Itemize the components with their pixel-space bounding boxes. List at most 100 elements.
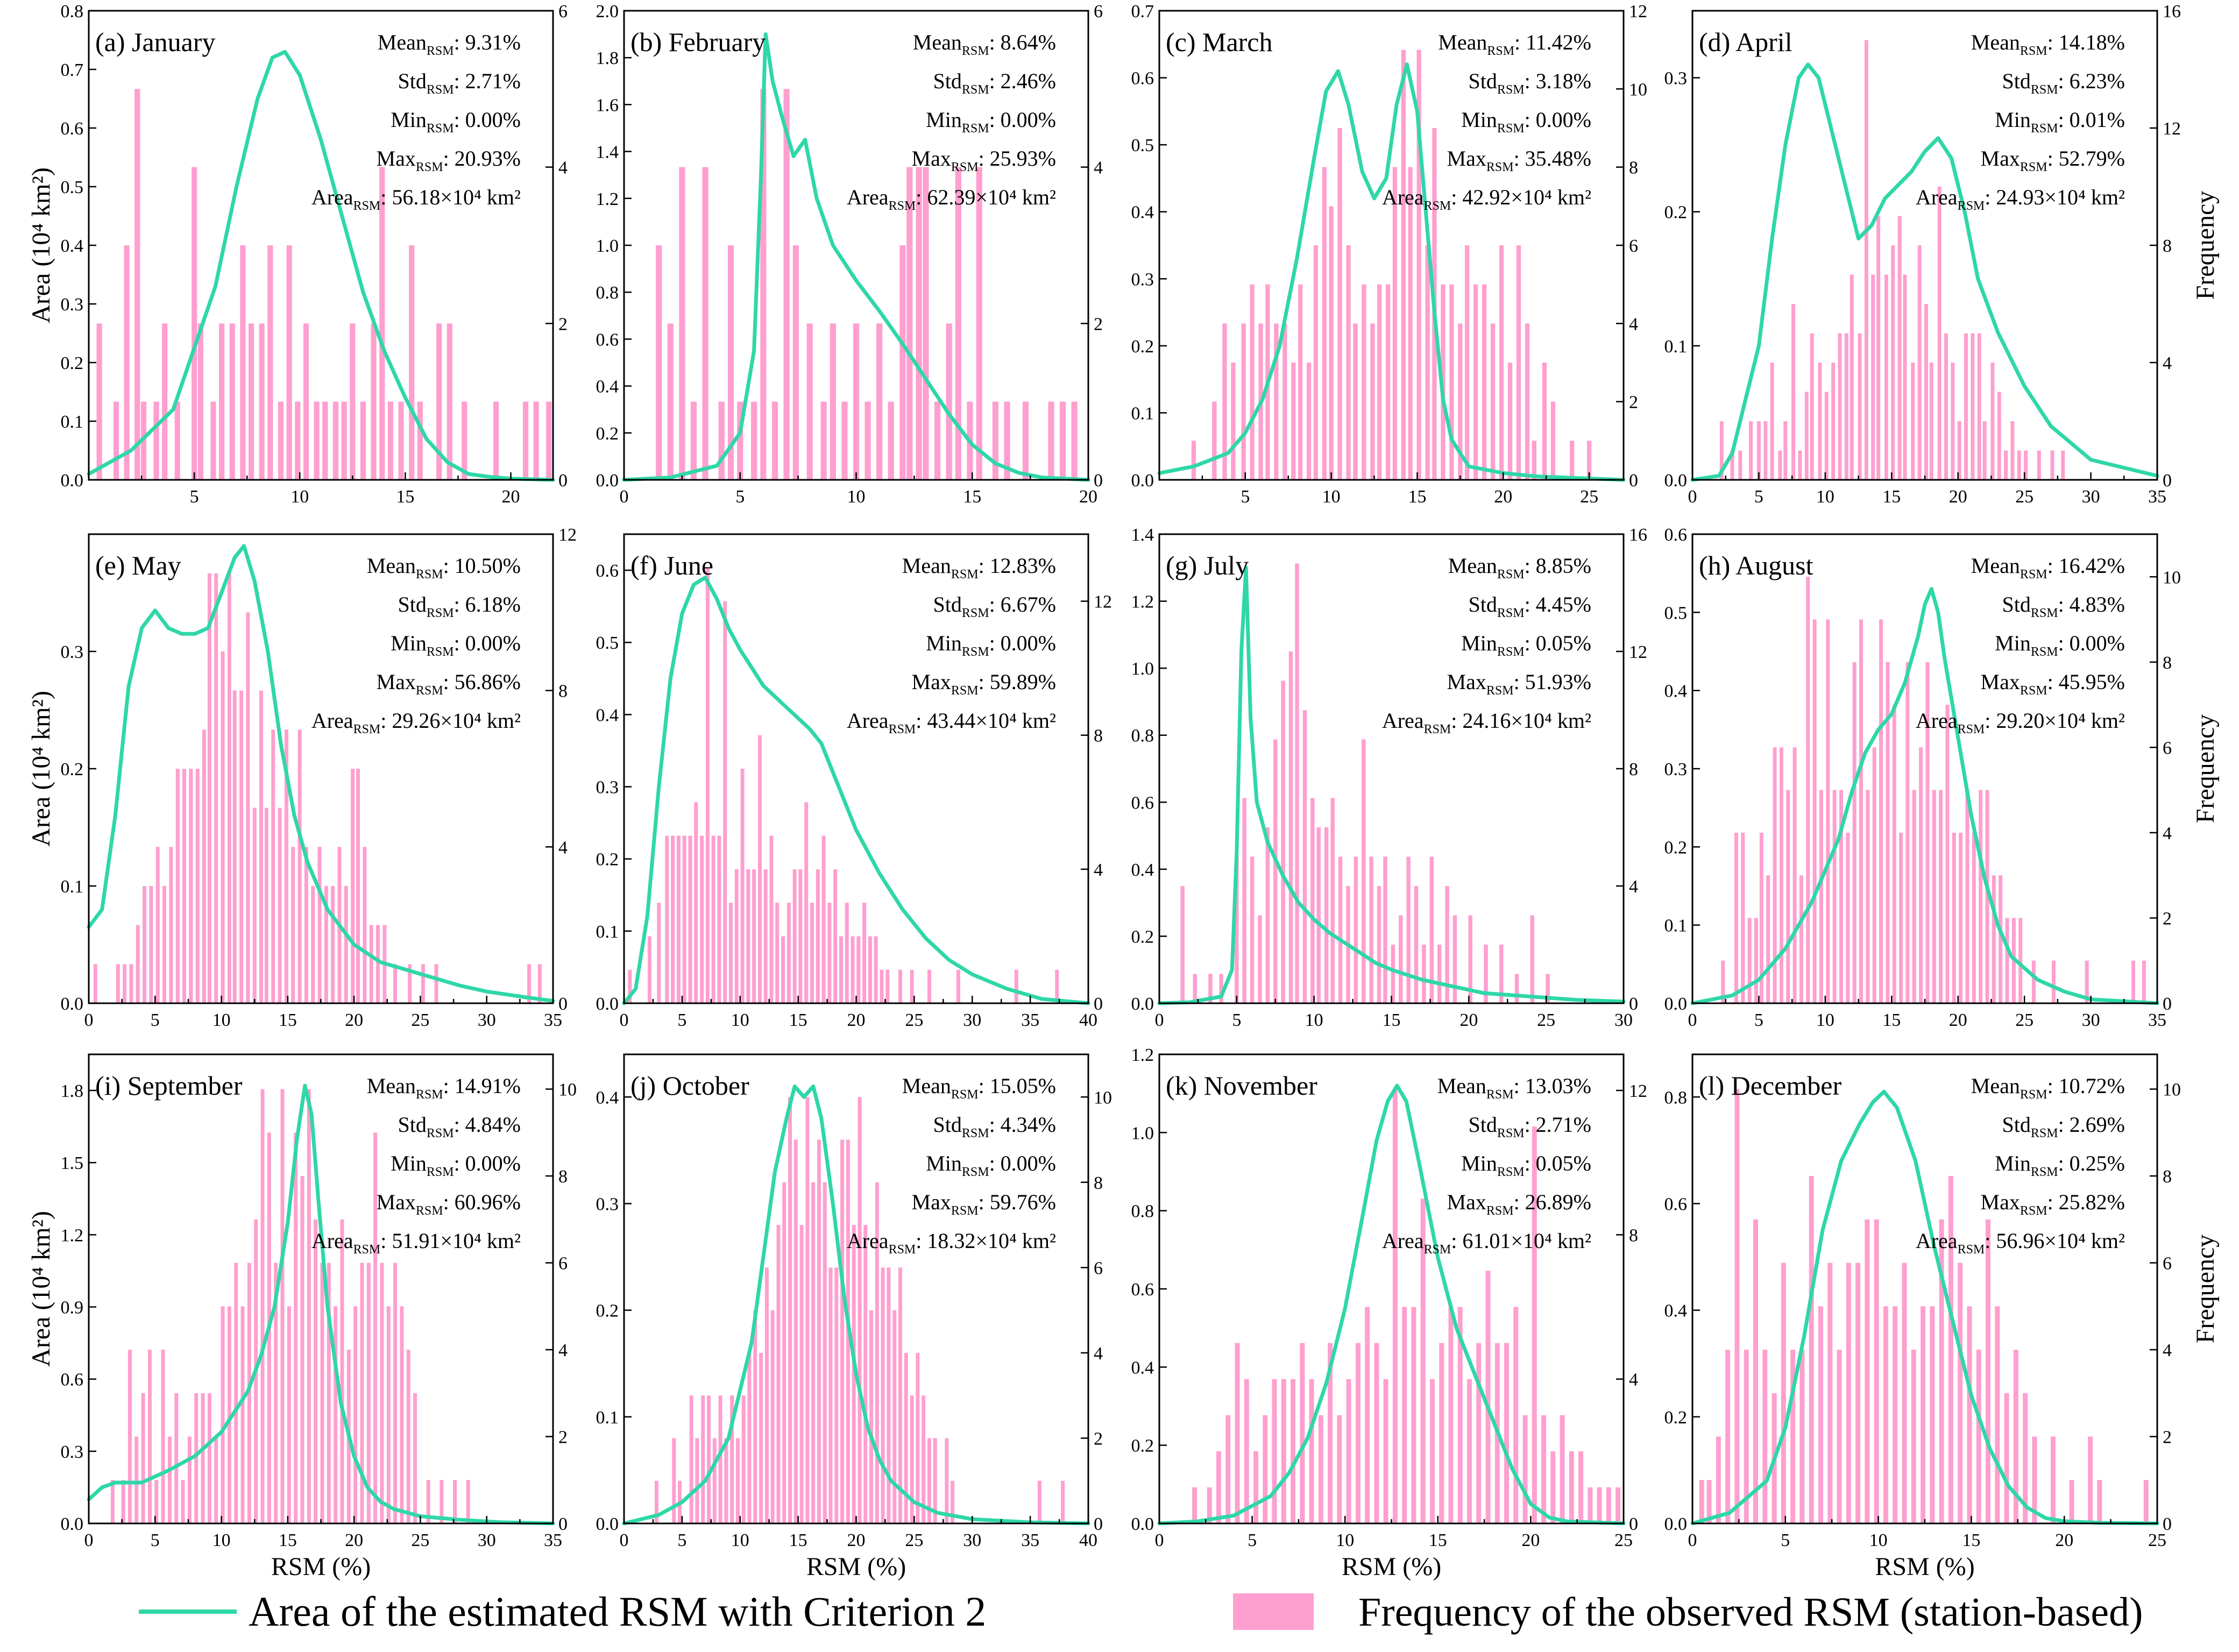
y-tick-label: 0.2 bbox=[1131, 927, 1154, 947]
y2-tick-label: 4 bbox=[2163, 824, 2172, 843]
frequency-bar bbox=[436, 323, 442, 480]
frequency-bar bbox=[1865, 1219, 1870, 1523]
frequency-bar bbox=[1476, 1343, 1482, 1523]
frequency-bar bbox=[1754, 918, 1758, 1003]
frequency-bar bbox=[2005, 918, 2009, 1003]
y-tick-label: 0.1 bbox=[61, 877, 84, 897]
frequency-bar bbox=[1855, 1263, 1861, 1523]
x-tick-label: 30 bbox=[963, 1530, 981, 1550]
area-line bbox=[622, 32, 1090, 482]
frequency-bar bbox=[727, 245, 734, 480]
stat-min: MinRSM: 0.00% bbox=[391, 1151, 521, 1179]
frequency-bar bbox=[386, 1306, 391, 1523]
frequency-bar bbox=[1747, 918, 1752, 1003]
stat-std: StdRSM: 4.45% bbox=[1469, 592, 1592, 620]
frequency-bar bbox=[247, 1263, 251, 1523]
frequency-bar bbox=[1741, 832, 1745, 1003]
panel-d: 0 5 10 15 20 25 30 35 0.0 0.1 0.2 0.3 0 4 8 12 16 (d) Apr… bbox=[1664, 2, 2181, 507]
stat-mean: MeanRSM: 15.05% bbox=[902, 1074, 1056, 1102]
stat-min: MinRSM: 0.00% bbox=[391, 108, 521, 136]
x-tick-label: 5 bbox=[677, 1530, 686, 1550]
frequency-bar bbox=[1273, 739, 1278, 1003]
frequency-bar bbox=[1959, 832, 1963, 1003]
y-tick-label: 0.3 bbox=[61, 295, 84, 315]
frequency-bar bbox=[1569, 1451, 1574, 1523]
frequency-bar bbox=[121, 1480, 125, 1523]
frequency-bar bbox=[1965, 790, 1969, 1003]
frequency-bar bbox=[393, 1263, 398, 1523]
frequency-bar bbox=[1274, 323, 1279, 480]
y2-tick-label: 4 bbox=[558, 1341, 568, 1360]
frequency-bar bbox=[1778, 450, 1782, 480]
frequency-bar bbox=[1514, 974, 1519, 1003]
frequency-bar bbox=[154, 1480, 159, 1523]
frequency-bar bbox=[421, 964, 425, 1003]
frequency-bar bbox=[360, 1263, 364, 1523]
frequency-bar bbox=[1799, 1350, 1805, 1523]
frequency-bar bbox=[1925, 662, 1930, 1003]
y-tick-label: 0.8 bbox=[1131, 726, 1154, 746]
area-line bbox=[87, 1083, 555, 1526]
frequency-bar bbox=[1773, 747, 1777, 1003]
frequency-bar bbox=[946, 323, 952, 480]
frequency-bar bbox=[1786, 790, 1790, 1003]
frequency-bar bbox=[1422, 945, 1426, 1003]
x-tick-label: 5 bbox=[1232, 1010, 1241, 1030]
frequency-bar bbox=[2023, 1393, 2028, 1523]
frequency-bar bbox=[174, 1393, 179, 1523]
area-line bbox=[622, 1084, 1090, 1526]
frequency-bar bbox=[1452, 915, 1457, 1003]
frequency-bar bbox=[1753, 1219, 1758, 1523]
frequency-bar bbox=[701, 1395, 705, 1523]
frequency-bar bbox=[1964, 333, 1968, 480]
area-line bbox=[1157, 1083, 1626, 1526]
x-tick-label: 5 bbox=[151, 1010, 160, 1030]
area-line bbox=[87, 544, 555, 1003]
stat-area: AreaRSM: 29.26×10⁴ km² bbox=[311, 708, 521, 736]
y2-tick-label: 0 bbox=[558, 994, 568, 1014]
y2-tick-label: 2 bbox=[1094, 314, 1103, 334]
x-axis-title: RSM (%) bbox=[1342, 1552, 1441, 1581]
stat-max: MaxRSM: 59.76% bbox=[912, 1190, 1056, 1218]
frequency-bar bbox=[1792, 747, 1797, 1003]
frequency-bar bbox=[1541, 1415, 1547, 1523]
y2-tick-label: 2 bbox=[1629, 393, 1638, 413]
y-tick-label: 0.8 bbox=[1664, 1088, 1688, 1108]
frequency-bar bbox=[162, 323, 168, 480]
x-tick-label: 15 bbox=[1882, 487, 1901, 507]
x-tick-label: 20 bbox=[1459, 1010, 1478, 1030]
y-tick-label: 0.4 bbox=[596, 705, 619, 725]
y2-tick-label: 12 bbox=[1629, 1081, 1647, 1101]
frequency-bar bbox=[1706, 1480, 1712, 1523]
frequency-bar bbox=[799, 1225, 804, 1523]
x-tick-label: 25 bbox=[2015, 1010, 2033, 1030]
y2-tick-label: 8 bbox=[2163, 653, 2172, 673]
frequency-bar bbox=[1391, 945, 1395, 1003]
frequency-bar bbox=[1377, 284, 1382, 480]
frequency-bar bbox=[1250, 856, 1255, 1003]
frequency-bar bbox=[1699, 1480, 1704, 1523]
frequency-bar bbox=[1542, 363, 1547, 480]
frequency-bar bbox=[874, 936, 878, 1003]
y-tick-label: 0.2 bbox=[596, 424, 619, 444]
y2-tick-label: 6 bbox=[1629, 236, 1638, 256]
frequency-bar bbox=[1337, 128, 1342, 480]
frequency-bar bbox=[718, 401, 725, 480]
y-tick-label: 0.0 bbox=[1664, 471, 1688, 491]
y2-tick-label: 6 bbox=[1094, 1258, 1103, 1278]
frequency-bar bbox=[1995, 1306, 2000, 1523]
frequency-bar bbox=[462, 401, 467, 480]
frequency-bar bbox=[1550, 401, 1556, 480]
frequency-bar bbox=[771, 401, 778, 480]
frequency-bar bbox=[1957, 421, 1961, 480]
frequency-bar bbox=[2051, 960, 2056, 1003]
frequency-bar bbox=[816, 869, 820, 1003]
stat-mean: MeanRSM: 16.42% bbox=[1971, 554, 2125, 582]
y-tick-label: 0.7 bbox=[1131, 2, 1154, 22]
stat-max: MaxRSM: 25.93% bbox=[912, 146, 1056, 174]
frequency-bar bbox=[1004, 401, 1010, 480]
frequency-bar bbox=[1022, 401, 1029, 480]
y-tick-label: 0.2 bbox=[1664, 1408, 1688, 1428]
frequency-bar bbox=[853, 323, 860, 480]
frequency-bar bbox=[1192, 1487, 1198, 1523]
